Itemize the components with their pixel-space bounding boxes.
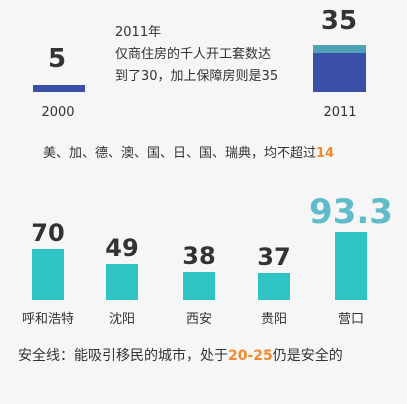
city-bar-value: 49 xyxy=(105,234,139,262)
annotation-2011: 2011年 仅商住房的千人开工套数达 到了30，加上保障房则是35 xyxy=(115,22,305,88)
intl-comparison-prefix: 美、加、德、澳、国、日、国、瑞典，均不超过 xyxy=(43,146,317,161)
category-label-2011: 2011 xyxy=(323,105,357,120)
intl-comparison-note: 美、加、德、澳、国、日、国、瑞典，均不超过14 xyxy=(43,143,373,165)
bar-2011-cap xyxy=(313,45,366,53)
safety-value: 20-25 xyxy=(228,348,273,364)
city-bar-chart: 70 呼和浩特 49 沈阳 38 西安 37 贵阳 93.3 营口 xyxy=(0,180,407,340)
bar-value-2000: 5 xyxy=(47,44,67,74)
safety-suffix: 仍是安全的 xyxy=(272,348,343,364)
city-label: 贵阳 xyxy=(260,312,287,327)
intl-comparison-value: 14 xyxy=(316,146,335,161)
city-bar-value: 38 xyxy=(182,242,216,270)
city-bar xyxy=(183,272,215,300)
city-label: 呼和浩特 xyxy=(21,312,74,327)
bar-2011 xyxy=(313,45,366,92)
city-bar xyxy=(106,264,138,300)
city-bar-value: 93.3 xyxy=(309,192,393,232)
category-label-2000: 2000 xyxy=(41,105,75,120)
annotation-line-1: 2011年 xyxy=(115,25,162,40)
city-bar-value: 70 xyxy=(31,219,65,247)
annotation-line-2: 仅商住房的千人开工套数达 xyxy=(115,47,272,62)
city-bar xyxy=(258,273,290,300)
city-label: 西安 xyxy=(185,312,212,327)
bar-2000 xyxy=(33,85,85,92)
annotation-line-3: 到了30，加上保障房则是35 xyxy=(115,69,279,84)
safety-prefix: 安全线：能吸引移民的城市，处于 xyxy=(18,348,228,364)
city-label: 沈阳 xyxy=(108,312,135,327)
city-bar-value: 37 xyxy=(257,243,291,271)
city-label: 营口 xyxy=(337,312,364,327)
city-bar xyxy=(32,249,64,300)
city-bar xyxy=(335,232,367,300)
safety-line-note: 安全线：能吸引移民的城市，处于20-25仍是安全的 xyxy=(18,345,398,367)
bar-value-2011: 35 xyxy=(320,6,358,36)
